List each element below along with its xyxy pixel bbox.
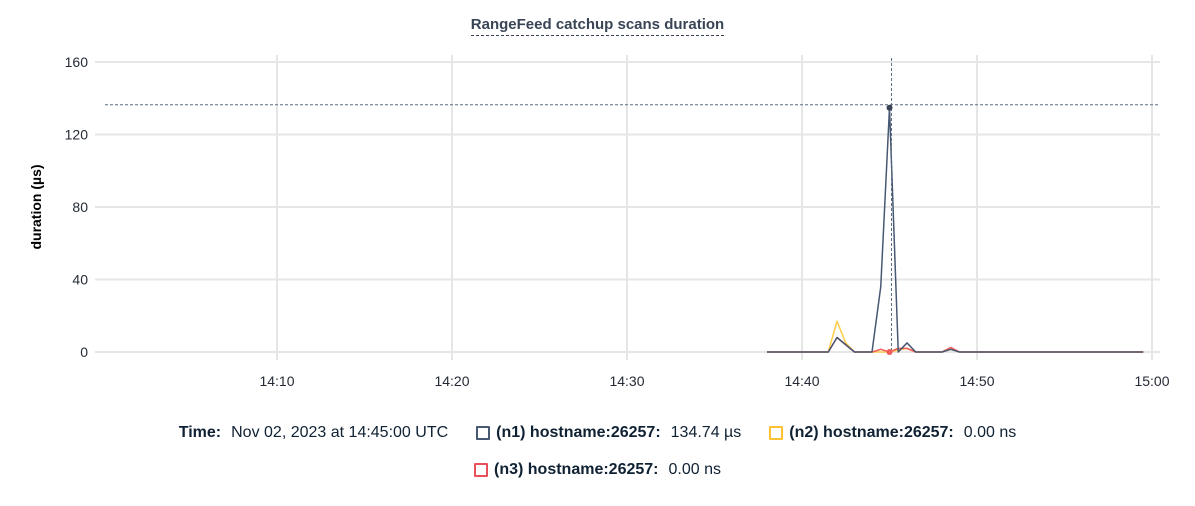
series-line [767, 320, 1144, 353]
hover-legend-row-2: (n3) hostname:26257: 0.00 ns [0, 461, 1195, 479]
legend-value: 134.74 µs [670, 424, 742, 441]
y-tick-label: 160 [65, 54, 89, 70]
legend-item-n3[interactable]: (n3) hostname:26257: 0.00 ns [474, 461, 721, 479]
series-line [767, 107, 1144, 353]
legend-time-label: Time: [178, 424, 222, 441]
hover-point [886, 349, 893, 355]
legend-label: (n2) hostname:26257: [789, 424, 954, 441]
hover-point [886, 104, 893, 111]
chart-title[interactable]: RangeFeed catchup scans duration [470, 16, 725, 36]
legend-time: Time: Nov 02, 2023 at 14:45:00 UTC [179, 424, 448, 442]
legend-label: (n3) hostname:26257: [494, 461, 659, 478]
x-tick-label: 15:00 [1134, 373, 1169, 389]
x-tick-label: 14:40 [784, 373, 819, 389]
legend-item-n1[interactable]: (n1) hostname:26257: 134.74 µs [476, 424, 741, 442]
legend-label: (n1) hostname:26257: [496, 424, 661, 441]
line-chart[interactable]: 0 40 80 120 160 14:10 14:20 14:30 14:40 14:50 15:0… [0, 0, 1195, 400]
y-tick-label: 80 [72, 199, 88, 215]
x-tick-label: 14:50 [959, 373, 994, 389]
series-color-swatch [474, 463, 488, 477]
legend-value: 0.00 ns [963, 424, 1017, 441]
series-color-swatch [769, 426, 784, 440]
x-tick-label: 14:10 [259, 373, 294, 389]
legend-value: 0.00 ns [668, 461, 721, 478]
legend-time-value: Nov 02, 2023 at 14:45:00 UTC [231, 424, 449, 441]
series-color-swatch [476, 426, 491, 440]
x-tick-label: 14:30 [609, 373, 644, 389]
y-tick-label: 0 [80, 344, 88, 360]
legend-item-n2[interactable]: (n2) hostname:26257: 0.00 ns [769, 424, 1016, 442]
y-tick-label: 120 [65, 127, 89, 143]
y-axis-label: duration (µs) [28, 164, 44, 249]
chart-title-wrap: RangeFeed catchup scans duration [0, 16, 1195, 36]
hover-legend-row-1: Time: Nov 02, 2023 at 14:45:00 UTC (n1) … [0, 424, 1195, 442]
series-line [767, 336, 1144, 353]
y-tick-label: 40 [72, 272, 88, 288]
x-tick-label: 14:20 [434, 373, 469, 389]
